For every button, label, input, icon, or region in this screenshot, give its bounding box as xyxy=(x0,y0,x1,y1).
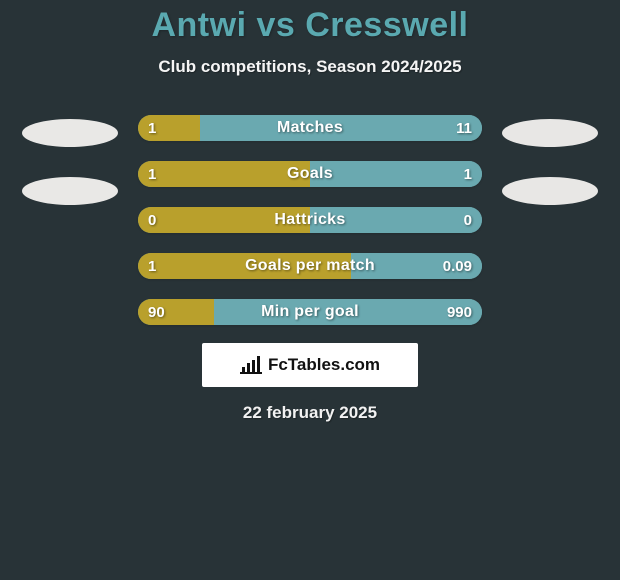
bar-label: Hattricks xyxy=(138,207,482,233)
bar-left-value: 1 xyxy=(138,161,166,187)
stat-bar: Min per goal90 990 xyxy=(138,299,482,325)
source-logo[interactable]: FcTables.com xyxy=(202,343,418,387)
player-badge-right xyxy=(502,177,598,205)
bar-right-value: 1 xyxy=(454,161,482,187)
page-subtitle: Club competitions, Season 2024/2025 xyxy=(0,57,620,77)
bar-label: Goals xyxy=(138,161,482,187)
bar-left-value: 90 xyxy=(138,299,175,325)
left-badges xyxy=(20,115,120,205)
bar-label: Min per goal xyxy=(138,299,482,325)
comparison-card: Antwi vs Cresswell Club competitions, Se… xyxy=(0,0,620,580)
player-badge-left xyxy=(22,177,118,205)
logo-text: FcTables.com xyxy=(268,355,380,375)
player-badge-right xyxy=(502,119,598,147)
bar-right-value: 0.09 xyxy=(433,253,482,279)
stat-bar: Matches111 xyxy=(138,115,482,141)
bar-left-value: 1 xyxy=(138,253,166,279)
stat-bar: Hattricks0 0 xyxy=(138,207,482,233)
player-badge-left xyxy=(22,119,118,147)
right-badges xyxy=(500,115,600,205)
bar-right-value: 11 xyxy=(446,115,482,141)
bar-left-value: 0 xyxy=(138,207,166,233)
stat-bars: Matches111Goals11Hattricks00Goals per ma… xyxy=(138,115,482,325)
content-row: Matches111Goals11Hattricks00Goals per ma… xyxy=(0,115,620,325)
date-label: 22 february 2025 xyxy=(0,403,620,423)
bar-left-value: 1 xyxy=(138,115,166,141)
bar-right-value: 0 xyxy=(454,207,482,233)
bar-label: Matches xyxy=(138,115,482,141)
chart-icon xyxy=(240,355,262,375)
bar-right-value: 990 xyxy=(437,299,482,325)
page-title: Antwi vs Cresswell xyxy=(0,0,620,45)
stat-bar: Goals per match1 0.09 xyxy=(138,253,482,279)
stat-bar: Goals1 1 xyxy=(138,161,482,187)
bar-label: Goals per match xyxy=(138,253,482,279)
